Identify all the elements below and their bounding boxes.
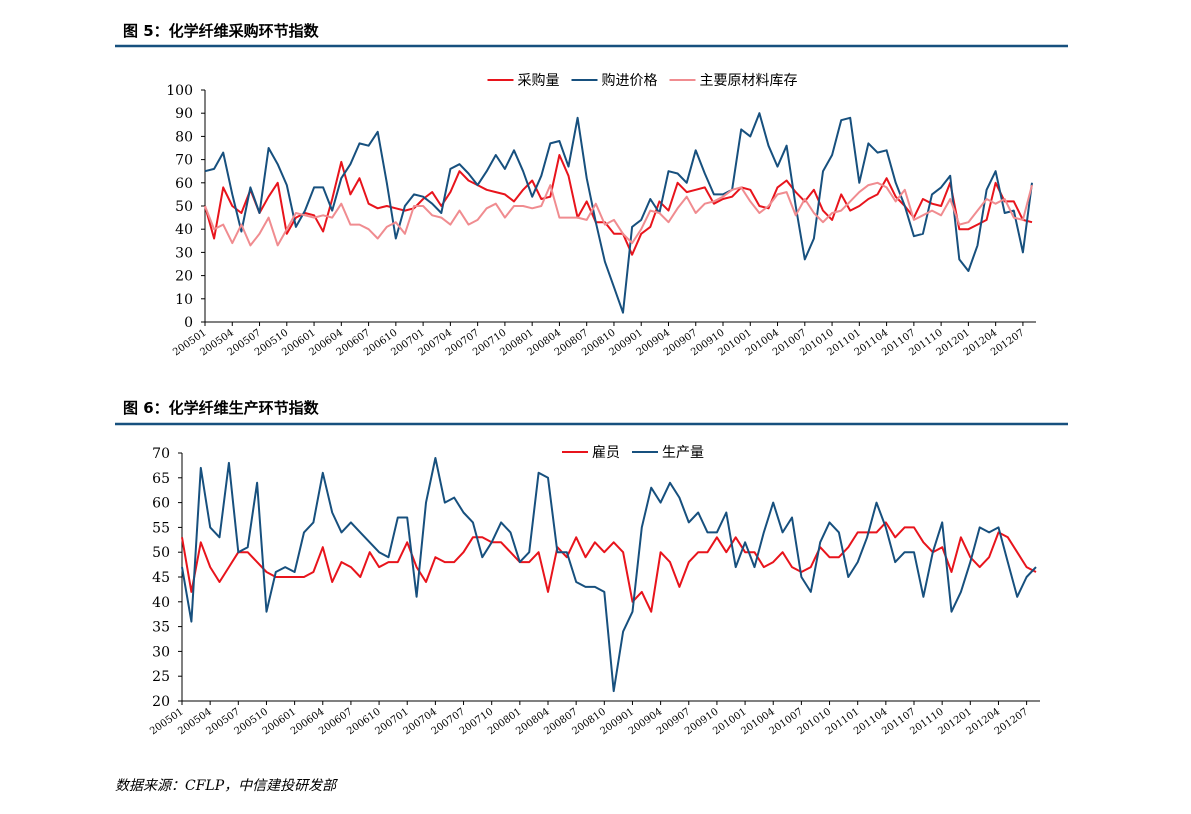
y-tick-label: 20: [175, 269, 193, 285]
legend-label: 主要原材料库存: [700, 73, 798, 89]
legend-label: 生产量: [662, 445, 704, 461]
y-tick-label: 50: [175, 199, 193, 215]
series-line: [181, 457, 1037, 693]
y-tick-label: 70: [152, 446, 170, 462]
y-tick-label: 45: [152, 570, 170, 586]
y-tick-label: 60: [152, 496, 170, 512]
y-tick-label: 65: [152, 471, 170, 487]
y-tick-label: 50: [152, 545, 170, 561]
y-tick-label: 70: [175, 153, 193, 169]
legend-label: 雇员: [592, 444, 620, 461]
legend-label: 采购量: [518, 73, 560, 89]
series-line: [204, 112, 1033, 314]
source-note: 数据来源：CFLP，中信建投研发部: [115, 778, 338, 794]
y-tick-label: 90: [175, 106, 193, 122]
chart-title: 图 6：化学纤维生产环节指数: [123, 399, 320, 417]
y-tick-label: 30: [175, 245, 193, 261]
series-line: [204, 154, 1033, 256]
legend-label: 购进价格: [602, 73, 658, 89]
y-tick-label: 25: [152, 669, 170, 685]
y-tick-label: 40: [152, 595, 170, 611]
y-tick-label: 40: [175, 222, 193, 238]
series-line: [181, 521, 1037, 613]
y-tick-label: 30: [152, 644, 170, 660]
y-tick-label: 80: [175, 129, 193, 145]
y-tick-label: 35: [152, 620, 170, 636]
y-tick-label: 10: [175, 292, 193, 308]
y-tick-label: 20: [152, 694, 170, 710]
series-line: [204, 181, 1033, 247]
chart-title: 图 5：化学纤维采购环节指数: [123, 22, 320, 40]
y-tick-label: 55: [152, 520, 170, 536]
y-tick-label: 100: [166, 83, 193, 99]
y-tick-label: 60: [175, 176, 193, 192]
y-tick-label: 0: [184, 315, 193, 331]
